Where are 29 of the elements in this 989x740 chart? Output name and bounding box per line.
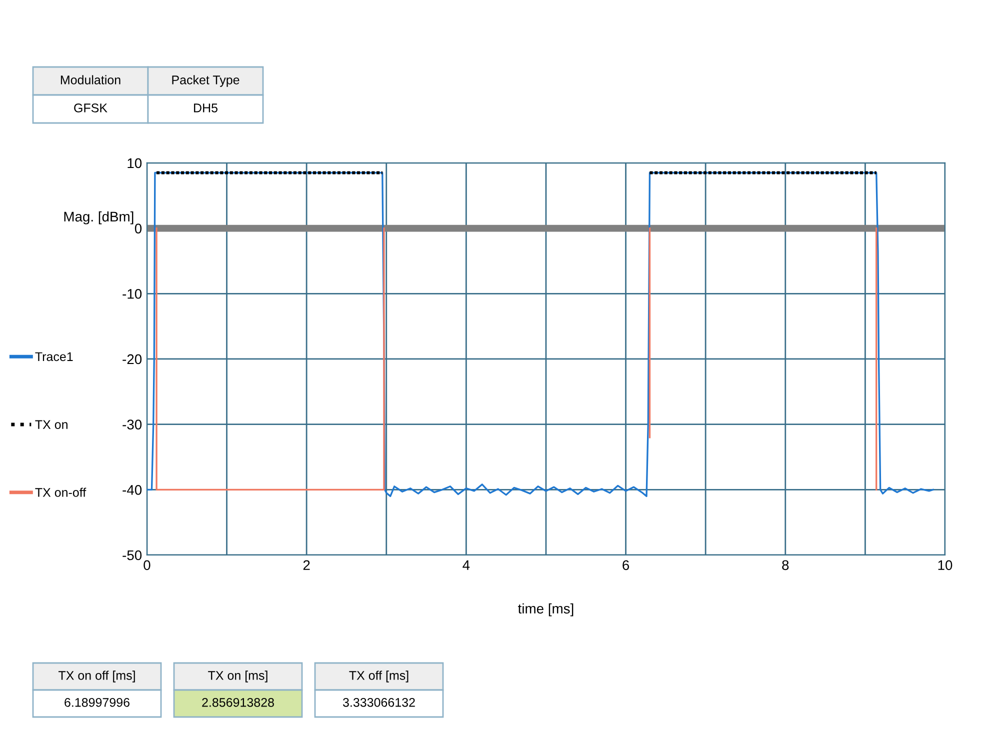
text: Packet Type <box>172 75 240 87</box>
x-axis-title: time [ms] <box>518 603 574 616</box>
x-tick-label: 2 <box>303 560 310 570</box>
y-tick-label: -10 <box>122 288 142 299</box>
text: TX on off [ms] <box>58 670 135 682</box>
y-tick-label: -30 <box>122 420 142 430</box>
y-tick-label: -20 <box>122 354 142 364</box>
y-axis-title: Mag. [dBm] <box>64 211 134 224</box>
y-tick-label: -40 <box>122 484 142 495</box>
legend-label: TX on-off <box>35 488 86 497</box>
x-tick-label: 0 <box>144 560 150 570</box>
y-tick-label: -50 <box>122 550 142 560</box>
x-tick-label: 10 <box>938 560 952 570</box>
x-tick-label: 6 <box>622 560 630 570</box>
x-tick-label: 4 <box>462 560 470 570</box>
text: DH5 <box>194 104 218 112</box>
text: 6.18997996 <box>64 698 130 707</box>
legend-label: TX on <box>35 420 68 429</box>
text: TX off [ms] <box>349 670 408 682</box>
x-tick-label: 8 <box>782 560 789 570</box>
text: GFSK <box>74 104 108 112</box>
line-series <box>146 172 934 498</box>
text: 3.333066132 <box>342 698 415 707</box>
text: Modulation <box>60 75 120 84</box>
y-tick-label: 10 <box>128 158 142 168</box>
text: 2.856913828 <box>202 698 274 707</box>
y-tick-label: 0 <box>134 224 142 234</box>
text: TX on [ms] <box>208 670 268 682</box>
legend-label: Trace1 <box>35 352 73 362</box>
